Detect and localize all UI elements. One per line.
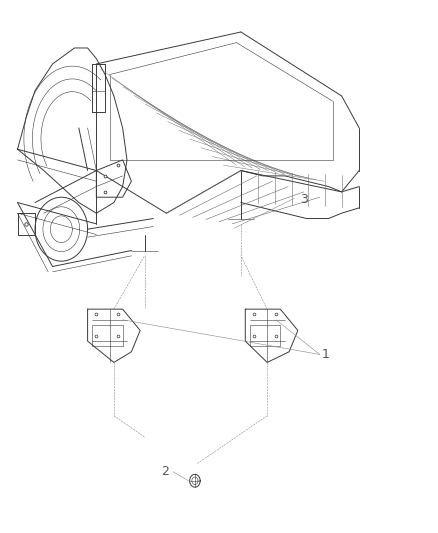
Text: 1: 1 bbox=[322, 348, 330, 361]
Bar bbox=[92, 325, 123, 346]
Text: 3: 3 bbox=[300, 193, 308, 206]
Bar bbox=[250, 325, 280, 346]
Text: 2: 2 bbox=[161, 465, 169, 478]
